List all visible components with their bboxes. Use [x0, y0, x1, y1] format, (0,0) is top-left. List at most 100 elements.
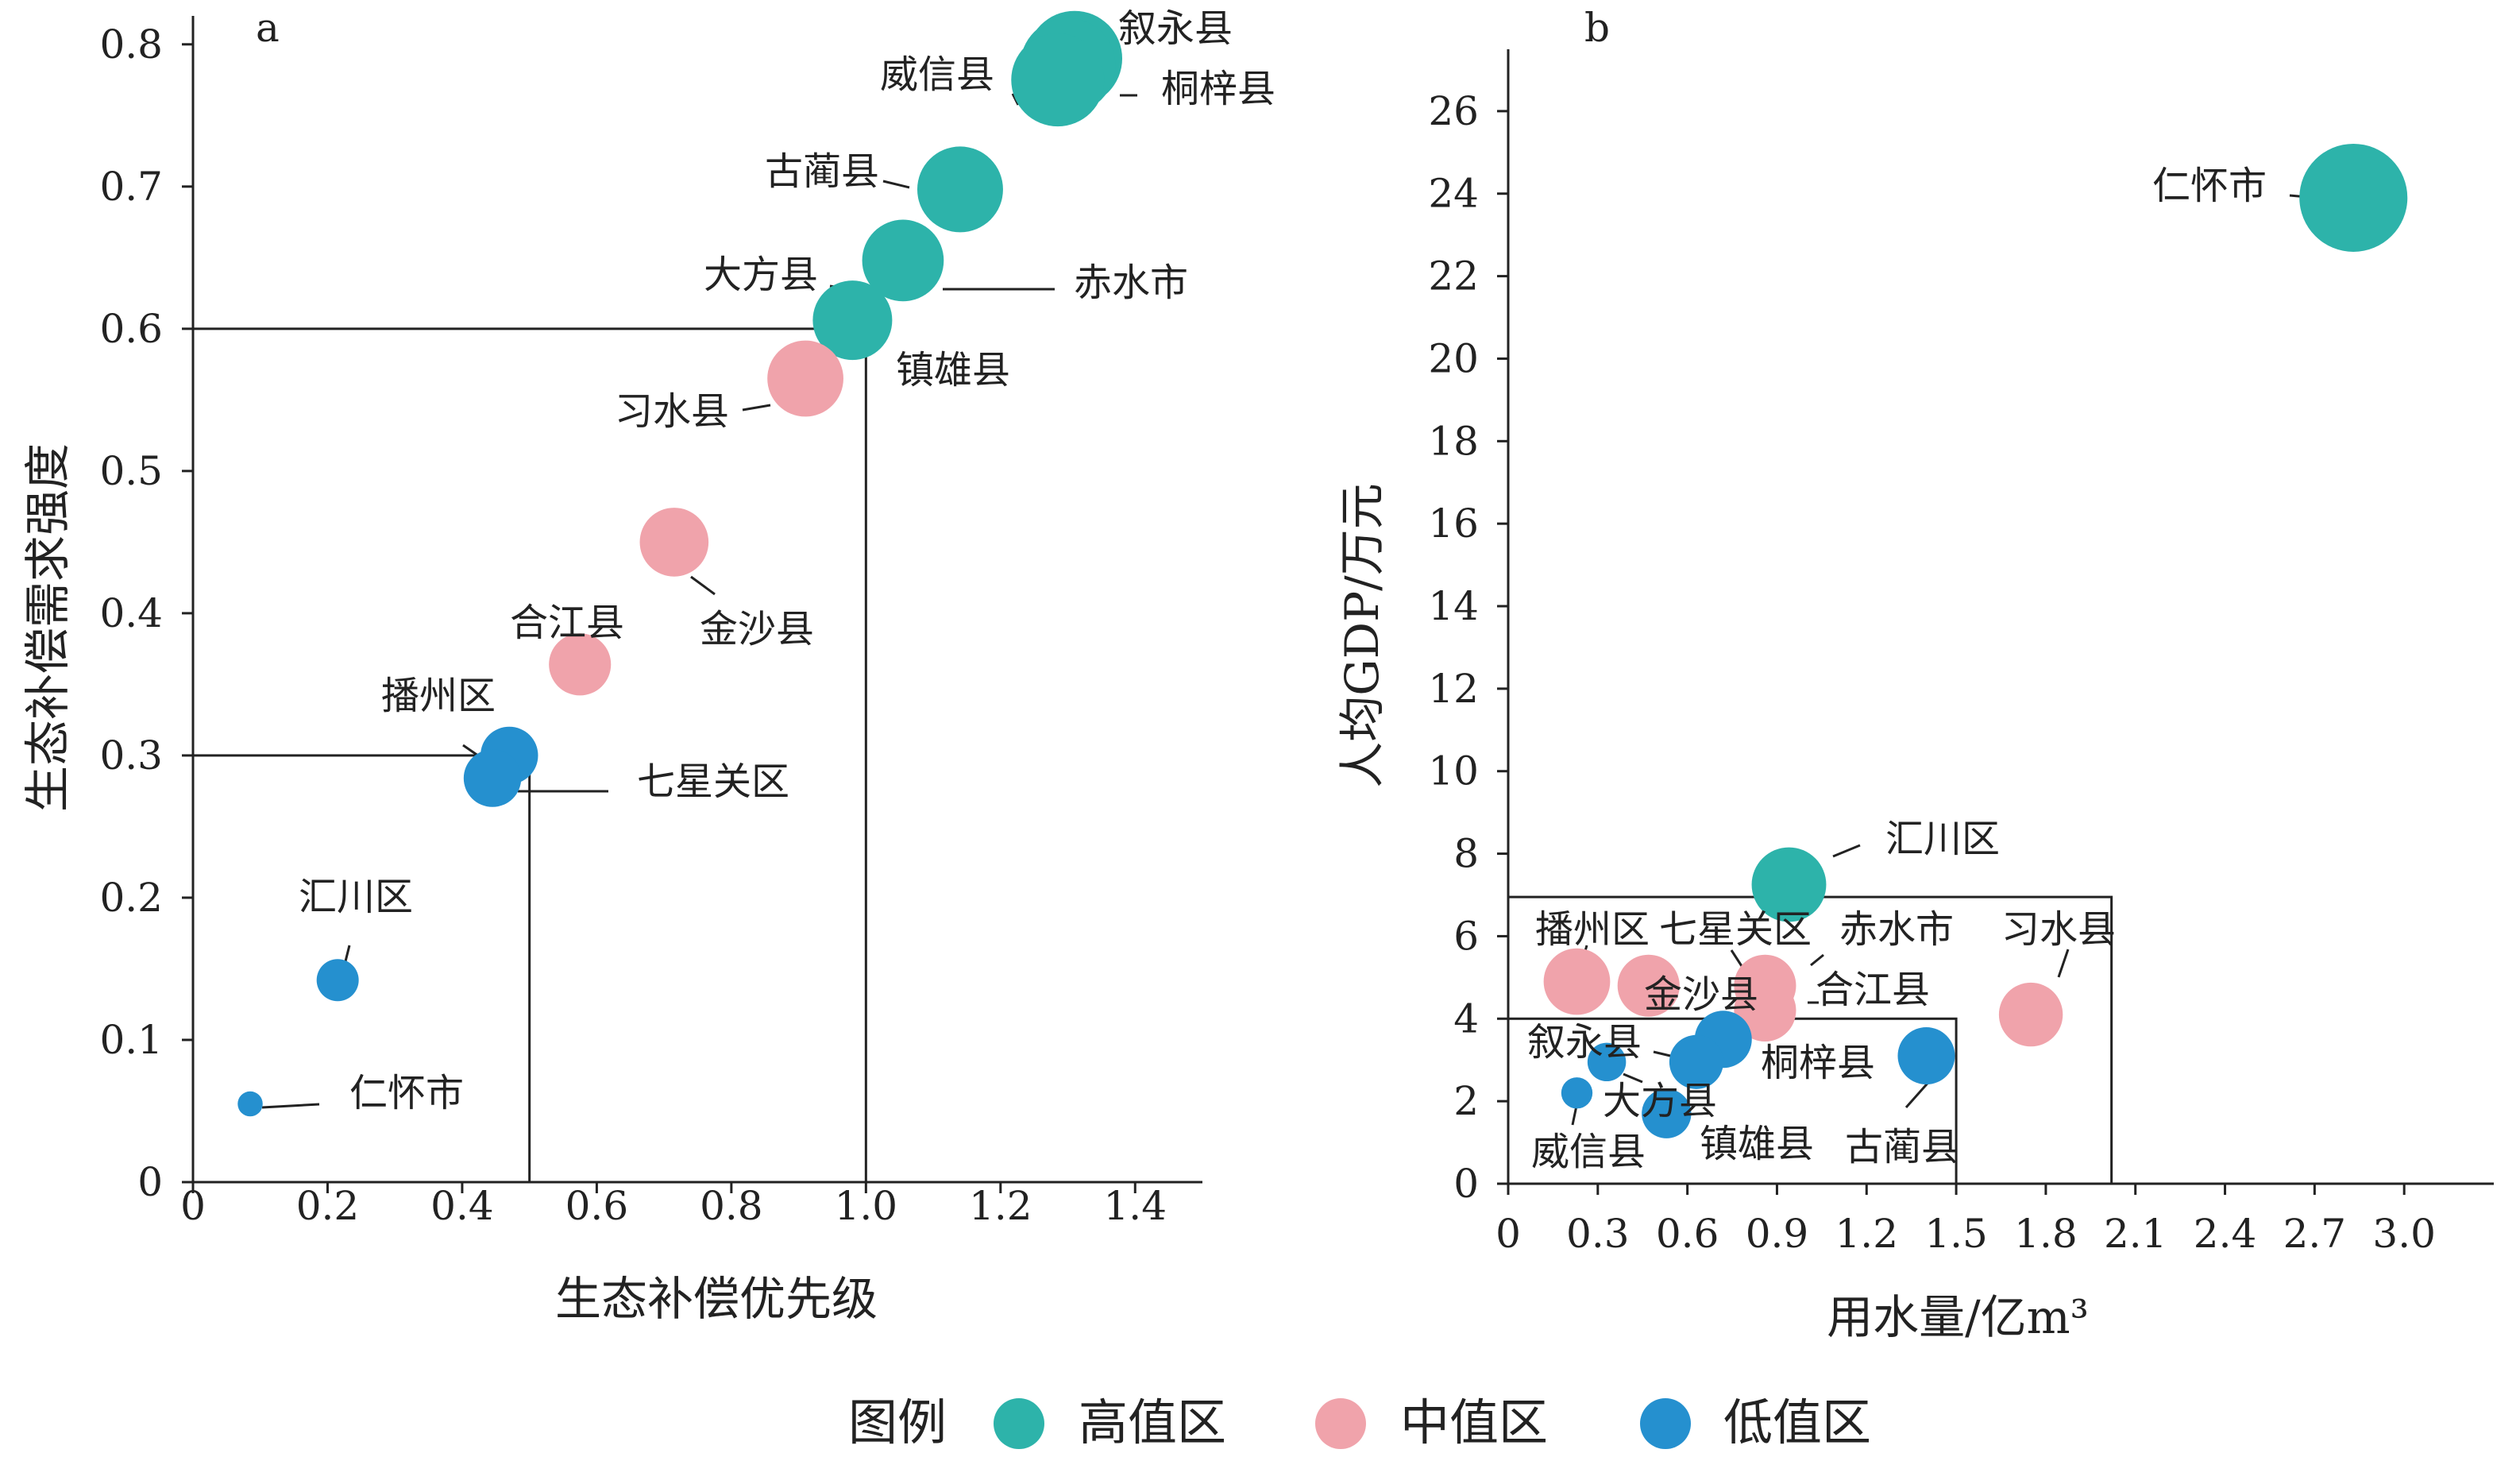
- x-tick-label: 1.8: [2014, 1211, 2078, 1257]
- data-point-low: [316, 959, 359, 1002]
- y-tick-label: 26: [1428, 88, 1479, 134]
- x-tick-label: 0.9: [1746, 1211, 1809, 1257]
- data-point-low: [237, 1091, 263, 1117]
- legend-label-high: 高值区: [1079, 1393, 1226, 1451]
- x-tick-label: 2.1: [2104, 1211, 2167, 1257]
- point-label: 金沙县: [1644, 972, 1758, 1017]
- point-label: 七星关区: [1659, 907, 1812, 952]
- panel-b-x-axis-title: 用水量/亿m³: [1827, 1290, 2089, 1344]
- point-label: 习水县: [2001, 907, 2116, 952]
- point-label: 大方县: [704, 253, 818, 297]
- panel-a: a 0 0.2 0.4 0.6 0.8 1.0 1.2 1.4 0 0.1 0.2 0.3 0.4 0.5…: [21, 5, 1275, 1326]
- point-label: 镇雄县: [896, 348, 1010, 392]
- point-label: 合江县: [510, 601, 624, 645]
- y-tick-label: 0.1: [99, 1017, 163, 1063]
- panel-a-y-axis-title: 生态补偿需求强度: [21, 443, 75, 812]
- x-tick-label: 0: [1495, 1211, 1521, 1257]
- point-label: 汇川区: [299, 875, 413, 919]
- point-label: 威信县: [880, 52, 994, 97]
- x-tick-label: 0: [180, 1183, 206, 1229]
- data-point-low: [1669, 1034, 1723, 1089]
- point-label: 汇川区: [1885, 817, 2000, 861]
- point-label: 桐梓县: [1761, 1041, 1875, 1085]
- x-tick-label: 0.3: [1566, 1211, 1630, 1257]
- x-tick-label: 0.6: [565, 1183, 629, 1229]
- point-label: 播州区: [381, 674, 496, 718]
- x-tick-label: 1.4: [1104, 1183, 1167, 1229]
- point-label: 叙永县: [1527, 1020, 1642, 1065]
- label-leader-line: [1832, 844, 1861, 858]
- data-point-low: [1561, 1077, 1593, 1109]
- point-label: 古蔺县: [765, 149, 879, 194]
- x-tick-label: 3.0: [2372, 1211, 2436, 1257]
- data-point-mid: [1734, 979, 1796, 1042]
- x-tick-label: 0.6: [1656, 1211, 1719, 1257]
- data-point-low: [1897, 1027, 1955, 1085]
- y-tick-label: 18: [1428, 418, 1479, 464]
- y-tick-label: 8: [1453, 831, 1479, 877]
- y-tick-label: 14: [1428, 583, 1479, 629]
- legend: 图例 高值区 中值区 低值区: [848, 1393, 1871, 1451]
- data-point-mid: [639, 508, 709, 577]
- label-leader-line: [882, 180, 910, 189]
- data-point-mid: [1998, 982, 2063, 1047]
- point-label: 大方县: [1603, 1079, 1717, 1123]
- point-label: 赤水市: [1839, 907, 1954, 952]
- panel-a-x-axis-title: 生态补偿优先级: [555, 1272, 878, 1326]
- label-leader-line: [1810, 953, 1824, 967]
- data-point-high: [917, 146, 1003, 233]
- y-tick-label: 0.8: [99, 21, 163, 68]
- point-label: 叙永县: [1118, 6, 1233, 51]
- data-point-high: [862, 219, 944, 302]
- label-leader-line: [1571, 1105, 1578, 1126]
- y-tick-label: 16: [1428, 500, 1479, 547]
- data-point-low: [1587, 1042, 1627, 1082]
- legend-swatch-high: [994, 1398, 1044, 1449]
- point-label: 镇雄县: [1700, 1122, 1814, 1166]
- data-point-high: [1751, 847, 1827, 922]
- data-point-mid: [1617, 954, 1680, 1017]
- x-tick-label: 2.7: [2283, 1211, 2347, 1257]
- y-tick-label: 24: [1428, 171, 1479, 217]
- point-label: 七星关区: [637, 759, 789, 804]
- label-leader-line: [742, 404, 771, 412]
- point-label: 习水县: [615, 389, 729, 434]
- y-tick-label: 0.4: [99, 590, 163, 636]
- data-point-low: [463, 749, 522, 807]
- y-tick-label: 20: [1428, 335, 1479, 381]
- y-tick-label: 2: [1453, 1078, 1479, 1124]
- data-point-mid: [767, 340, 843, 417]
- y-tick-label: 6: [1453, 913, 1479, 959]
- label-leader-line: [261, 1103, 320, 1109]
- x-tick-label: 1.0: [835, 1183, 898, 1229]
- y-tick-label: 4: [1453, 995, 1479, 1042]
- data-point-high: [812, 280, 893, 361]
- data-point-high: [1011, 33, 1105, 127]
- legend-label-mid: 中值区: [1400, 1393, 1548, 1451]
- label-leader-line: [1623, 1072, 1643, 1084]
- y-tick-label: 0.5: [99, 448, 163, 494]
- y-tick-label: 0.7: [99, 164, 163, 210]
- x-tick-label: 1.2: [1835, 1211, 1899, 1257]
- y-tick-label: 0.2: [99, 875, 163, 921]
- x-tick-label: 1.5: [1924, 1211, 1988, 1257]
- legend-swatch-low: [1640, 1398, 1691, 1449]
- label-leader-line: [690, 575, 716, 596]
- x-tick-label: 2.4: [2194, 1211, 2257, 1257]
- label-leader-line: [2057, 949, 2070, 978]
- y-tick-label: 0.3: [99, 732, 163, 779]
- x-tick-label: 0.4: [430, 1183, 494, 1229]
- legend-swatch-mid: [1315, 1398, 1366, 1449]
- point-label: 合江县: [1816, 968, 1930, 1012]
- point-label: 威信县: [1531, 1130, 1646, 1174]
- point-label: 金沙县: [700, 607, 814, 651]
- legend-title: 图例: [848, 1393, 947, 1451]
- y-tick-label: 0.6: [99, 306, 163, 352]
- quadrant-box: [191, 754, 531, 1184]
- data-point-high: [2299, 143, 2408, 252]
- data-point-mid: [549, 633, 612, 696]
- y-tick-label: 0: [137, 1159, 163, 1205]
- y-tick-label: 22: [1428, 253, 1479, 300]
